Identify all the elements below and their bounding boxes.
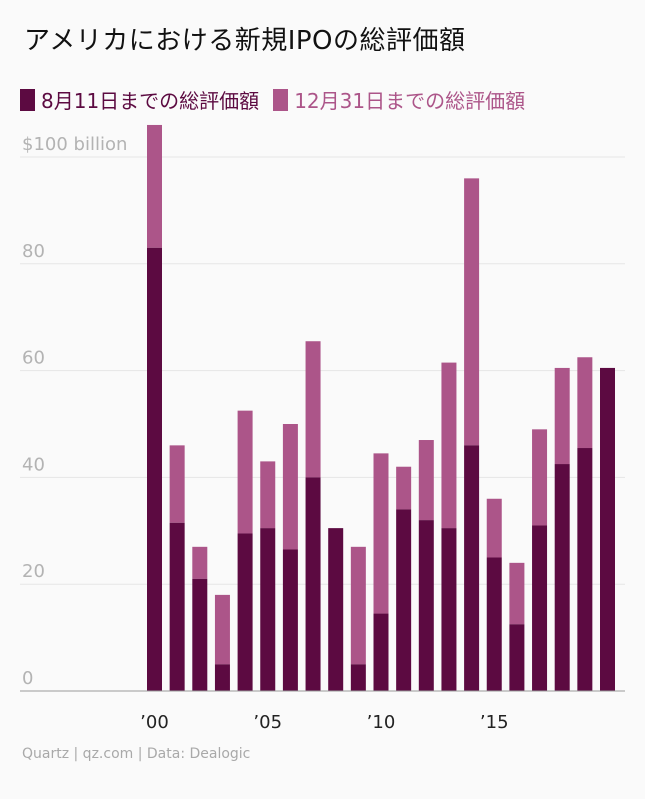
footer-source: Quartz | qz.com | Data: Dealogic	[22, 746, 251, 762]
chart-title: アメリカにおける新規IPOの総評価額	[24, 26, 466, 56]
bar-august-2018	[554, 464, 570, 691]
bar-august-2019	[577, 448, 593, 691]
bar-december-2011	[396, 466, 412, 510]
bar-december-2009	[350, 546, 366, 665]
legend: 8月11日までの総評価額 12月31日までの総評価額	[20, 85, 539, 114]
bar-august-2014	[464, 445, 480, 691]
legend-swatch-december	[273, 88, 289, 111]
legend-item-december: 12月31日までの総評価額	[273, 85, 525, 114]
bar-december-2004	[237, 410, 253, 534]
x-tick-label-2005: ’05	[253, 712, 282, 733]
bar-august-2001	[169, 522, 185, 691]
x-tick-label-2015: ’15	[480, 712, 509, 733]
bar-december-2018	[554, 367, 570, 465]
bar-december-2014	[464, 178, 480, 446]
bar-august-2017	[532, 525, 548, 691]
x-tick-label-2010: ’10	[367, 712, 396, 733]
bar-december-2012	[418, 440, 434, 521]
bar-august-2005	[260, 528, 276, 691]
bar-december-2006	[282, 424, 298, 550]
bar-december-2002	[192, 546, 208, 579]
bar-december-2017	[532, 429, 548, 526]
bar-december-2003	[214, 594, 230, 665]
bar-august-2020	[600, 367, 615, 691]
bar-december-2001	[169, 445, 185, 523]
bar-august-2004	[237, 533, 253, 691]
y-tick-label-60: 60	[22, 348, 45, 369]
legend-label-august: 8月11日までの総評価額	[41, 89, 260, 113]
bar-august-2006	[282, 549, 298, 691]
bar-august-2011	[396, 509, 412, 691]
bar-august-2010	[373, 613, 389, 691]
bar-december-2015	[486, 498, 502, 558]
bar-august-2008	[328, 528, 344, 691]
bar-december-2019	[577, 357, 593, 449]
bar-december-2005	[260, 461, 276, 529]
bar-december-2013	[441, 362, 457, 529]
y-tick-label-0: 0	[22, 668, 33, 689]
bar-august-2000	[147, 247, 162, 691]
legend-swatch-august	[20, 88, 35, 111]
bar-august-2013	[441, 528, 457, 691]
legend-item-august: 8月11日までの総評価額	[20, 85, 259, 114]
bar-august-2007	[305, 477, 321, 691]
bar-august-2016	[509, 624, 525, 691]
y-tick-label-80: 80	[22, 241, 45, 262]
bar-august-2002	[192, 578, 208, 691]
y-tick-label-20: 20	[22, 561, 45, 582]
bar-august-2003	[214, 664, 230, 691]
bar-december-2007	[305, 341, 321, 478]
bar-august-2015	[486, 557, 502, 691]
y-tick-label-100: $100 billion	[22, 134, 127, 155]
bar-august-2012	[418, 520, 434, 691]
x-tick-label-2000: ’00	[140, 712, 169, 733]
bar-december-2016	[509, 562, 525, 625]
bar-december-2000	[147, 124, 162, 248]
bar-december-2010	[373, 453, 389, 614]
legend-label-december: 12月31日までの総評価額	[294, 89, 526, 113]
bar-august-2009	[350, 664, 366, 691]
y-tick-label-40: 40	[22, 454, 45, 475]
